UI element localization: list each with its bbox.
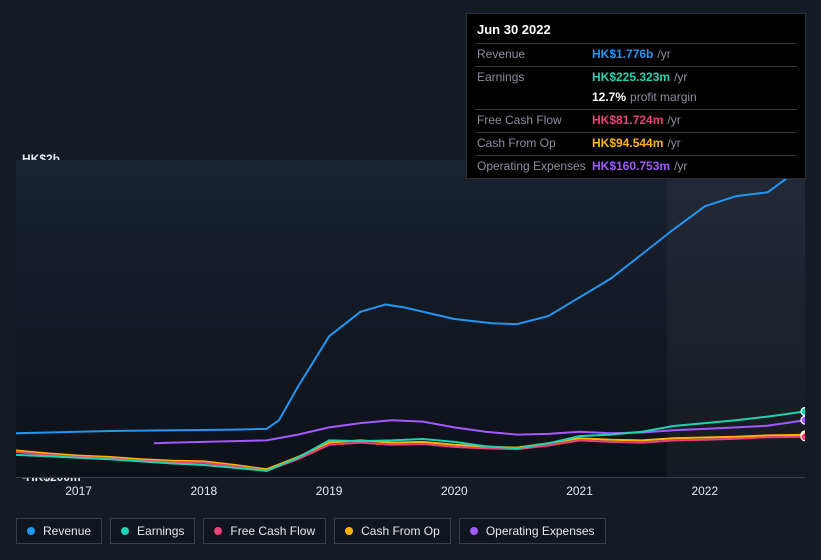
tooltip-row: Free Cash FlowHK$81.724m/yr xyxy=(467,110,805,130)
legend-dot-icon xyxy=(214,527,222,535)
series-end-marker-fcf xyxy=(801,433,805,441)
legend-dot-icon xyxy=(27,527,35,535)
tooltip-row-value: HK$160.753m xyxy=(592,159,670,173)
tooltip-row-value: HK$81.724m xyxy=(592,113,663,127)
plot-area xyxy=(16,160,805,478)
chart-tooltip: Jun 30 2022 RevenueHK$1.776b/yrEarningsH… xyxy=(466,13,806,179)
tooltip-row: EarningsHK$225.323m/yr xyxy=(467,67,805,87)
legend-item-cfo[interactable]: Cash From Op xyxy=(334,518,451,544)
legend-label: Cash From Op xyxy=(361,524,440,538)
legend-label: Free Cash Flow xyxy=(230,524,315,538)
tooltip-row: Operating ExpensesHK$160.753m/yr xyxy=(467,156,805,176)
tooltip-row-unit: /yr xyxy=(667,136,680,150)
legend-item-opex[interactable]: Operating Expenses xyxy=(459,518,606,544)
x-axis-label: 2017 xyxy=(65,484,92,498)
tooltip-row-label: Revenue xyxy=(477,47,592,61)
x-axis-label: 2021 xyxy=(566,484,593,498)
legend-label: Revenue xyxy=(43,524,91,538)
legend-dot-icon xyxy=(345,527,353,535)
tooltip-row-unit: profit margin xyxy=(630,90,697,104)
legend-dot-icon xyxy=(470,527,478,535)
x-axis-label: 2022 xyxy=(691,484,718,498)
tooltip-row-value: HK$225.323m xyxy=(592,70,670,84)
legend-item-revenue[interactable]: Revenue xyxy=(16,518,102,544)
x-axis-label: 2018 xyxy=(190,484,217,498)
tooltip-row-label: Operating Expenses xyxy=(477,159,592,173)
tooltip-row-value: 12.7% xyxy=(592,90,626,104)
tooltip-row-unit: /yr xyxy=(667,113,680,127)
tooltip-row-unit: /yr xyxy=(674,159,687,173)
tooltip-row-unit: /yr xyxy=(674,70,687,84)
legend-dot-icon xyxy=(121,527,129,535)
series-end-marker-earnings xyxy=(801,408,805,416)
tooltip-row: Cash From OpHK$94.544m/yr xyxy=(467,133,805,153)
legend-label: Operating Expenses xyxy=(486,524,595,538)
tooltip-row-label: Free Cash Flow xyxy=(477,113,592,127)
tooltip-row-label: Cash From Op xyxy=(477,136,592,150)
tooltip-row-value: HK$94.544m xyxy=(592,136,663,150)
financial-chart: Jun 30 2022 RevenueHK$1.776b/yrEarningsH… xyxy=(0,0,821,560)
tooltip-row-label: Earnings xyxy=(477,70,592,84)
series-end-marker-opex xyxy=(801,416,805,424)
tooltip-date: Jun 30 2022 xyxy=(467,14,805,41)
legend: Revenue Earnings Free Cash Flow Cash From O… xyxy=(16,518,606,544)
legend-item-fcf[interactable]: Free Cash Flow xyxy=(203,518,326,544)
tooltip-row-unit: /yr xyxy=(657,47,670,61)
legend-item-earnings[interactable]: Earnings xyxy=(110,518,195,544)
x-axis-label: 2020 xyxy=(441,484,468,498)
x-axis-label: 2019 xyxy=(316,484,343,498)
tooltip-row-value: HK$1.776b xyxy=(592,47,653,61)
legend-label: Earnings xyxy=(137,524,184,538)
tooltip-row: 12.7% profit margin xyxy=(467,87,805,107)
tooltip-rows: RevenueHK$1.776b/yrEarningsHK$225.323m/y… xyxy=(467,44,805,176)
tooltip-row: RevenueHK$1.776b/yr xyxy=(467,44,805,64)
